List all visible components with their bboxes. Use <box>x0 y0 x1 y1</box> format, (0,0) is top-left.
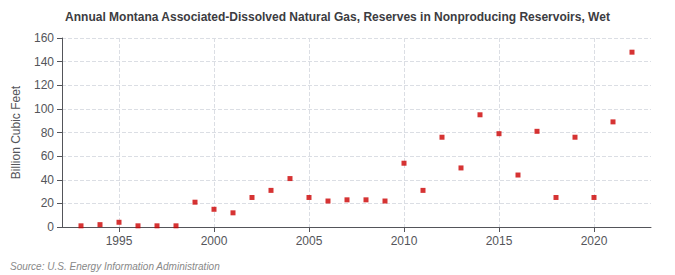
svg-text:100: 100 <box>34 102 54 116</box>
svg-text:Annual Montana Associated-Diss: Annual Montana Associated-Dissolved Natu… <box>65 10 610 24</box>
svg-text:Source: U.S. Energy Informatio: Source: U.S. Energy Information Administ… <box>10 261 220 272</box>
svg-text:2000: 2000 <box>201 234 228 248</box>
svg-text:80: 80 <box>41 126 55 140</box>
svg-text:2020: 2020 <box>581 234 608 248</box>
svg-text:1995: 1995 <box>106 234 133 248</box>
svg-text:20: 20 <box>41 196 55 210</box>
svg-text:0: 0 <box>47 220 54 234</box>
svg-text:140: 140 <box>34 55 54 69</box>
svg-text:40: 40 <box>41 173 55 187</box>
svg-text:2010: 2010 <box>391 234 418 248</box>
svg-text:2005: 2005 <box>296 234 323 248</box>
svg-text:160: 160 <box>34 31 54 45</box>
svg-text:Billion Cubic Feet: Billion Cubic Feet <box>9 85 23 179</box>
svg-text:2015: 2015 <box>486 234 513 248</box>
svg-text:60: 60 <box>41 149 55 163</box>
svg-text:120: 120 <box>34 78 54 92</box>
